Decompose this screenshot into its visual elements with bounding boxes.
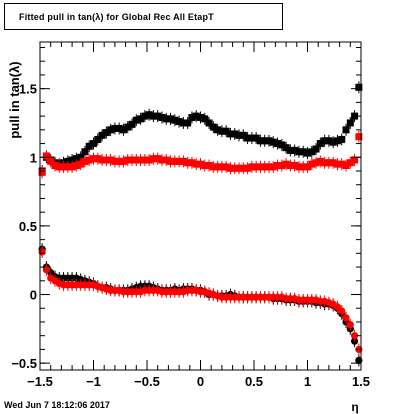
series-group	[38, 81, 363, 178]
x-tick-label: −1.5	[27, 374, 53, 389]
x-tick-label: 1	[304, 374, 311, 389]
x-tick-label: −1	[86, 374, 101, 389]
x-tick-label: −0.5	[134, 374, 160, 389]
y-tick-label: −0.5	[11, 356, 37, 371]
y-tick-label: 1.5	[19, 82, 37, 97]
x-tick-label: 0	[197, 374, 204, 389]
y-axis-label: pull in tan(λ)	[7, 61, 22, 138]
y-tick-label: 0	[30, 288, 37, 303]
y-tick-label: 0.5	[19, 219, 37, 234]
chart-title-box: Fitted pull in tan(λ) for Global Rec All…	[4, 3, 283, 30]
series-group	[38, 245, 363, 356]
chart-title: Fitted pull in tan(λ) for Global Rec All…	[19, 11, 214, 22]
x-tick-label: 0.5	[245, 374, 263, 389]
series-group	[38, 130, 363, 179]
datestamp: Wed Jun 7 18:12:06 2017	[4, 400, 110, 410]
x-tick-label: 1.5	[352, 374, 370, 389]
y-tick-label: 1	[30, 150, 37, 165]
chart-axes: −1.5 −1 −0.5 0 0.5 1 1.5 −0.5 0 0.5 1 1.5	[11, 41, 370, 389]
chart-marks	[38, 81, 363, 367]
x-axis-label: η	[351, 400, 358, 414]
